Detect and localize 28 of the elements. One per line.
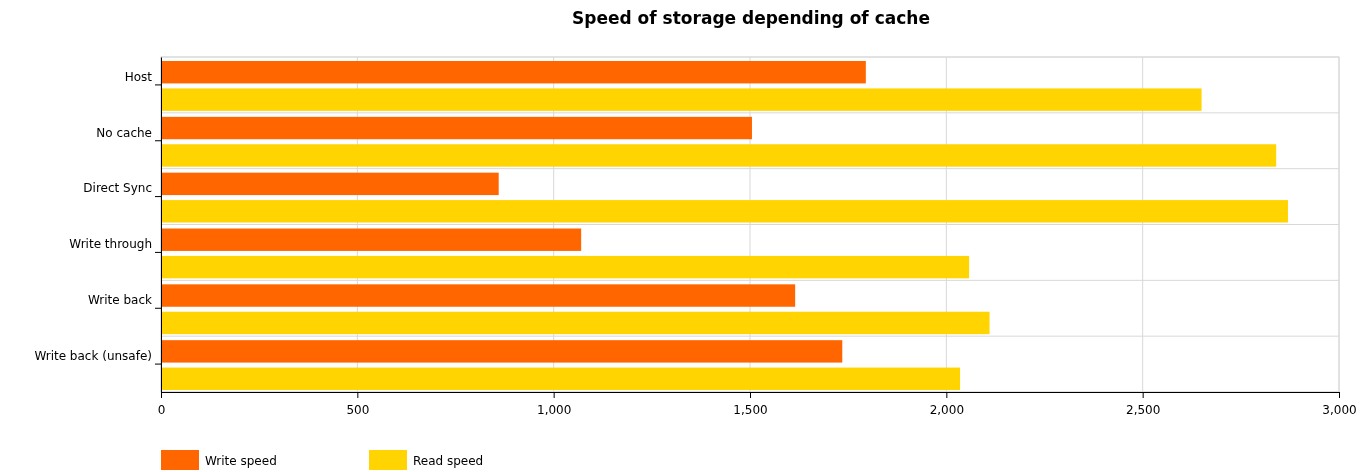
bar	[161, 88, 1202, 111]
bar	[161, 340, 843, 363]
bar	[161, 200, 1288, 223]
x-tick-label: 1,500	[733, 403, 768, 418]
y-tick-label: Direct Sync	[83, 181, 152, 196]
bar	[161, 311, 990, 335]
bar	[161, 144, 1277, 167]
bar	[161, 367, 961, 390]
x-tick-label: 0	[157, 403, 166, 418]
x-tick-label: 2,500	[1125, 403, 1161, 418]
bar	[161, 172, 499, 196]
y-tick-label: No cache	[96, 125, 152, 140]
bar	[161, 228, 582, 251]
x-tick-label: 500	[346, 403, 370, 418]
legend-label: Read speed	[413, 454, 484, 468]
bar	[161, 61, 866, 84]
x-tick-label: 3,000	[1322, 403, 1357, 418]
bar	[161, 284, 796, 307]
bar	[161, 116, 752, 140]
y-tick-label: Write back	[87, 293, 153, 308]
x-tick-label: 2,000	[929, 403, 965, 418]
y-tick-label: Write back (unsafe)	[34, 348, 152, 363]
x-tick-label: 1,000	[536, 403, 572, 418]
legend-label: Write speed	[205, 454, 277, 468]
y-tick-label: Host	[124, 69, 153, 84]
chart-title: Speed of storage depending of cache	[572, 8, 930, 28]
bar	[161, 255, 970, 279]
y-tick-label: Write through	[69, 237, 152, 252]
